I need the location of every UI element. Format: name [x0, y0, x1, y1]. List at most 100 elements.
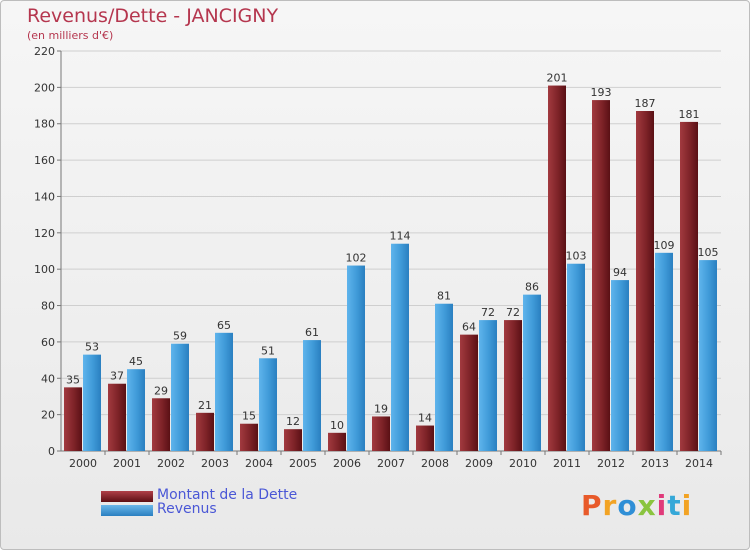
data-label-revenue: 102 — [346, 252, 367, 265]
x-tick-label: 2005 — [289, 457, 317, 470]
bar-debt — [636, 111, 654, 451]
bar-revenue — [655, 252, 673, 451]
x-tick-label: 2008 — [421, 457, 449, 470]
bar-debt — [240, 423, 258, 451]
logo-letter: x — [637, 489, 657, 522]
data-label-revenue: 61 — [305, 326, 319, 339]
bar-debt — [416, 425, 434, 451]
bar-debt — [196, 412, 214, 451]
data-label-revenue: 109 — [654, 239, 675, 252]
data-label-debt: 193 — [591, 86, 612, 99]
bar-debt — [372, 416, 390, 451]
data-label-debt: 181 — [679, 108, 700, 121]
x-tick-label: 2010 — [509, 457, 537, 470]
bar-debt — [680, 121, 698, 451]
x-tick-label: 2004 — [245, 457, 273, 470]
bar-revenue — [479, 320, 497, 451]
chart-subtitle: (en milliers d'€) — [27, 29, 114, 42]
x-tick-label: 2002 — [157, 457, 185, 470]
y-tick-label: 80 — [41, 300, 55, 313]
legend-swatch-debt — [101, 491, 153, 502]
y-tick-label: 140 — [34, 190, 55, 203]
y-tick-label: 100 — [34, 263, 55, 276]
data-label-revenue: 72 — [481, 306, 495, 319]
data-label-debt: 37 — [110, 370, 124, 383]
data-label-revenue: 53 — [85, 341, 99, 354]
logo-letter: i — [681, 489, 693, 522]
bar-revenue — [391, 243, 409, 451]
y-tick-label: 180 — [34, 118, 55, 131]
bar-revenue — [567, 263, 585, 451]
bar-debt — [460, 334, 478, 451]
x-tick-label: 2001 — [113, 457, 141, 470]
logo-letter: o — [617, 489, 638, 522]
bar-debt — [548, 85, 566, 451]
proxiti-logo: Proxiti — [581, 489, 692, 522]
chart-title: Revenus/Dette - JANCIGNY — [27, 5, 279, 27]
data-label-debt: 19 — [374, 402, 388, 415]
bar-debt — [284, 429, 302, 451]
x-tick-label: 2006 — [333, 457, 361, 470]
bar-debt — [64, 387, 82, 451]
y-tick-label: 160 — [34, 154, 55, 167]
data-label-debt: 14 — [418, 412, 432, 425]
x-tick-label: 2014 — [685, 457, 713, 470]
data-label-revenue: 103 — [566, 250, 587, 263]
data-label-revenue: 65 — [217, 319, 231, 332]
bar-revenue — [83, 354, 101, 451]
x-tick-label: 2007 — [377, 457, 405, 470]
data-label-debt: 64 — [462, 321, 476, 334]
data-label-debt: 201 — [547, 72, 568, 85]
data-label-debt: 12 — [286, 415, 300, 428]
bar-revenue — [523, 294, 541, 451]
x-tick-label: 2012 — [597, 457, 625, 470]
y-tick-label: 200 — [34, 81, 55, 94]
y-tick-label: 40 — [41, 372, 55, 385]
bar-revenue — [611, 280, 629, 451]
bar-revenue — [347, 265, 365, 451]
y-tick-label: 0 — [48, 445, 55, 458]
data-label-revenue: 59 — [173, 330, 187, 343]
x-tick-label: 2013 — [641, 457, 669, 470]
bar-debt — [108, 383, 126, 451]
y-tick-label: 60 — [41, 336, 55, 349]
logo-letter: t — [667, 489, 682, 522]
legend-label-debt: Montant de la Dette — [157, 487, 298, 503]
logo-letter: i — [656, 489, 668, 522]
y-tick-label: 120 — [34, 227, 55, 240]
data-label-revenue: 86 — [525, 281, 539, 294]
x-tick-label: 2009 — [465, 457, 493, 470]
x-tick-label: 2000 — [69, 457, 97, 470]
bar-revenue — [215, 332, 233, 451]
bar-debt — [328, 432, 346, 451]
data-label-revenue: 81 — [437, 290, 451, 303]
data-label-debt: 21 — [198, 399, 212, 412]
data-label-debt: 10 — [330, 419, 344, 432]
bar-revenue — [699, 260, 717, 451]
y-tick-label: 20 — [41, 409, 55, 422]
data-label-debt: 72 — [506, 306, 520, 319]
legend-swatch-revenue — [101, 505, 153, 516]
data-label-revenue: 51 — [261, 344, 275, 357]
x-tick-label: 2003 — [201, 457, 229, 470]
bar-debt — [592, 100, 610, 451]
legend-label-revenue: Revenus — [157, 501, 217, 517]
x-tick-label: 2011 — [553, 457, 581, 470]
data-label-revenue: 105 — [698, 246, 719, 259]
data-label-debt: 187 — [635, 97, 656, 110]
bar-revenue — [127, 369, 145, 451]
bar-revenue — [171, 343, 189, 451]
data-label-debt: 29 — [154, 384, 168, 397]
logo-letter: r — [602, 489, 618, 522]
bar-revenue — [303, 340, 321, 451]
y-tick-label: 220 — [34, 45, 55, 58]
bar-debt — [152, 398, 170, 451]
data-label-revenue: 45 — [129, 355, 143, 368]
data-label-revenue: 94 — [613, 266, 627, 279]
bar-debt — [504, 320, 522, 451]
bar-revenue — [259, 358, 277, 451]
data-label-debt: 15 — [242, 410, 256, 423]
logo-letter: P — [581, 489, 603, 522]
